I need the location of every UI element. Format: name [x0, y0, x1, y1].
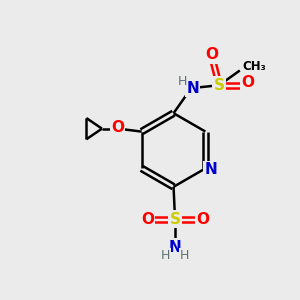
Text: N: N [204, 162, 217, 177]
Text: H: H [178, 75, 187, 88]
Text: O: O [111, 120, 124, 135]
Text: S: S [169, 212, 181, 227]
Text: CH₃: CH₃ [242, 61, 266, 74]
Text: N: N [169, 240, 182, 255]
Text: O: O [141, 212, 154, 227]
Text: N: N [186, 81, 199, 96]
Text: O: O [205, 47, 218, 62]
Text: H: H [180, 249, 189, 262]
Text: O: O [241, 75, 254, 90]
Text: O: O [196, 212, 209, 227]
Text: H: H [161, 249, 170, 262]
Text: S: S [214, 78, 225, 93]
